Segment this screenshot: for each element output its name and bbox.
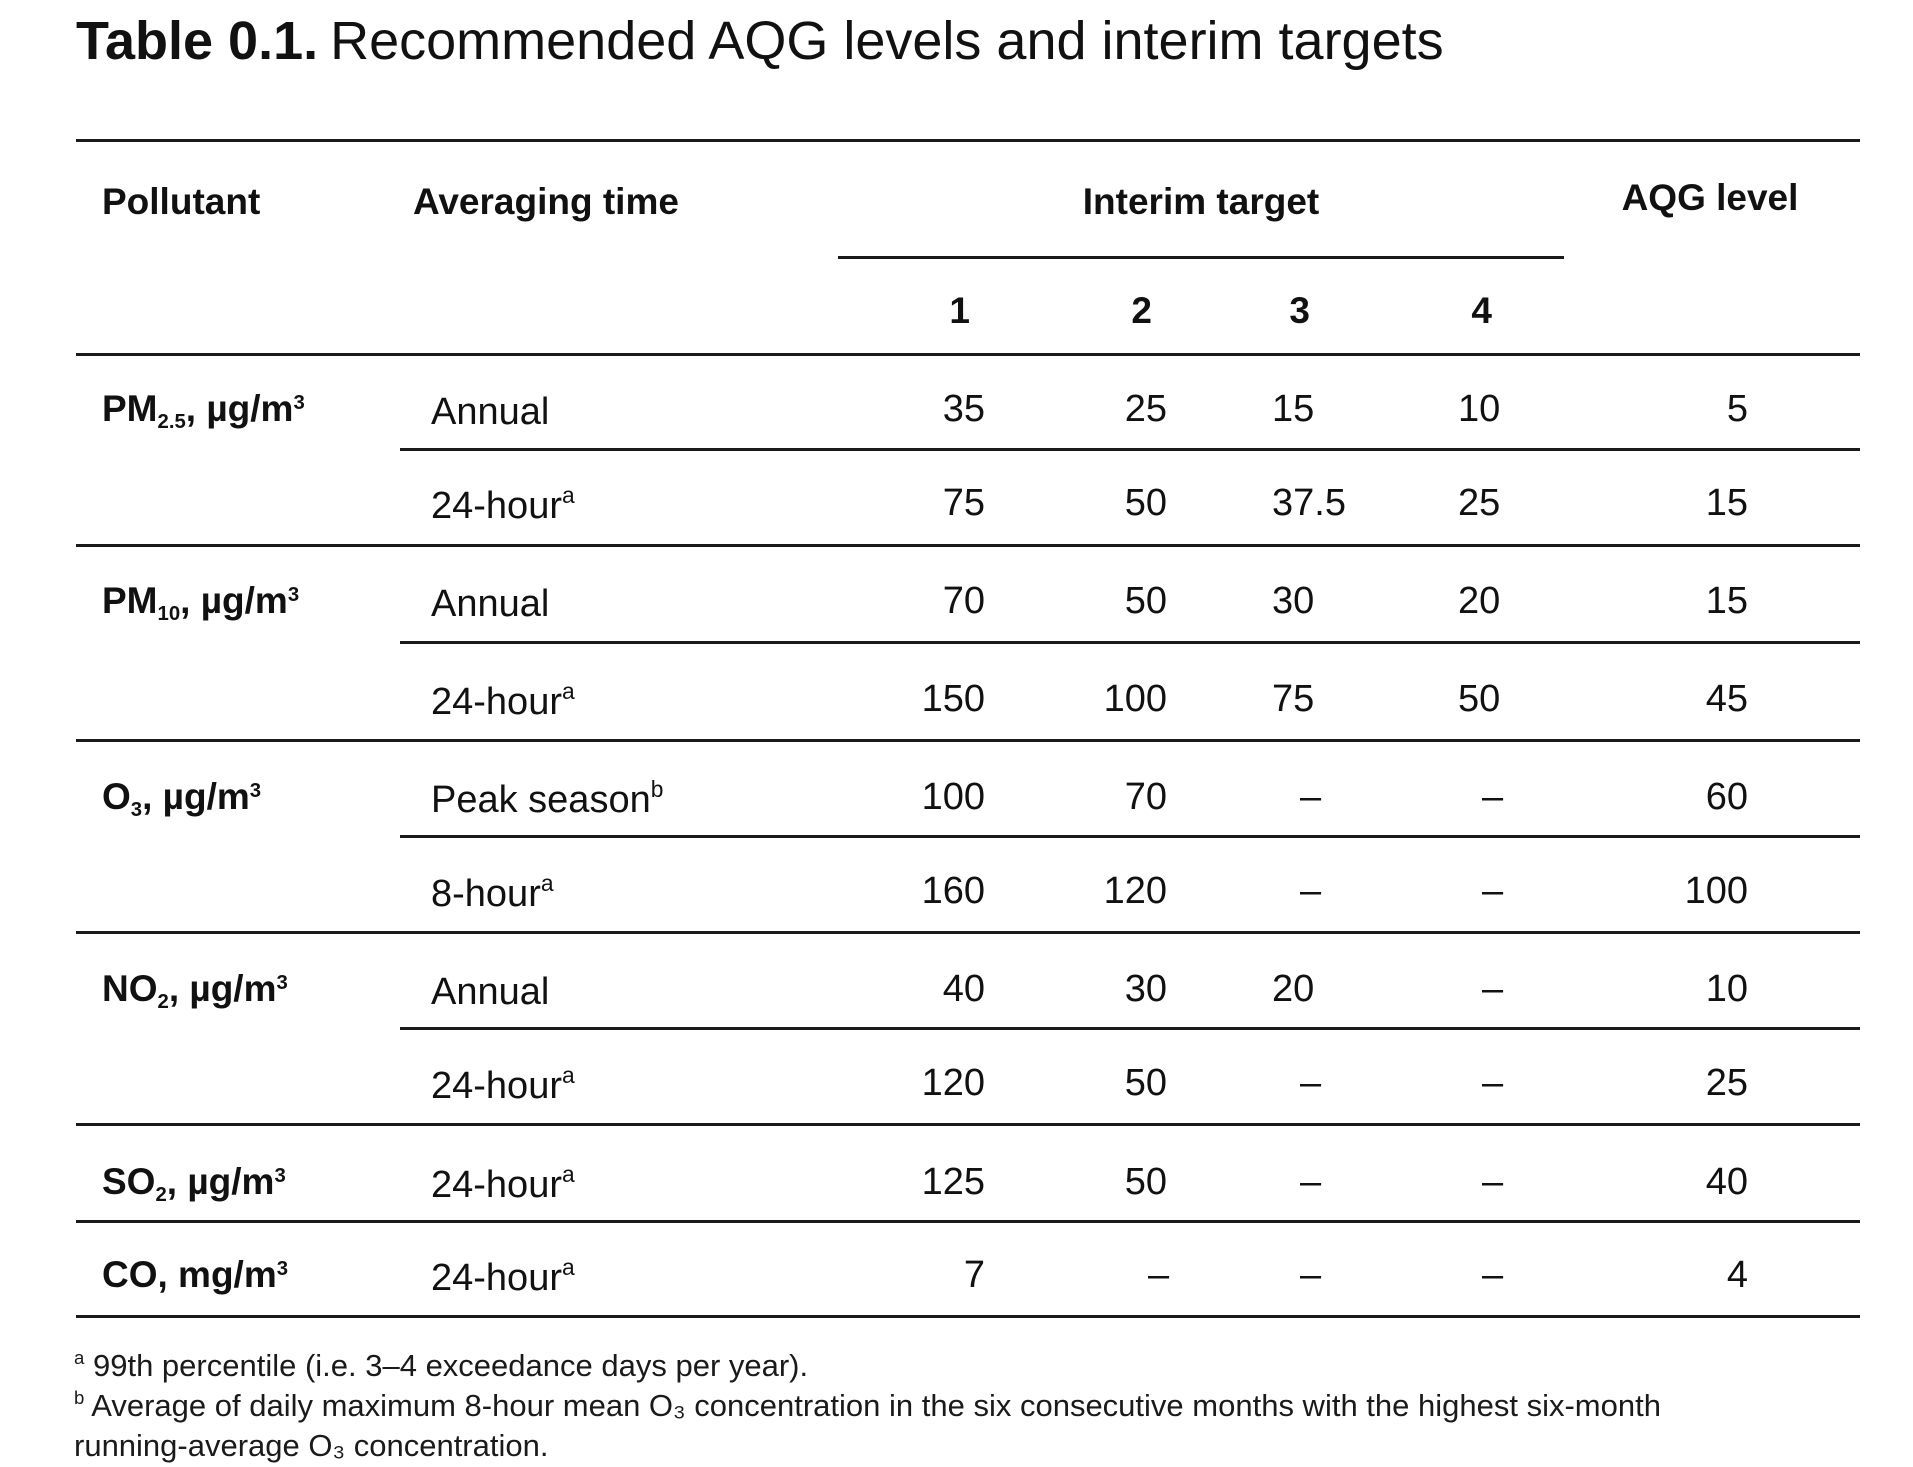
interim-1-cell: 7 [963,1254,985,1296]
header-interim-3: 3 [1289,290,1310,331]
interim-1-cell: 150 [921,678,985,720]
averaging-time-cell: 24-houra [431,1062,575,1107]
table-number: Table 0.1. [76,11,319,71]
table-title: Table 0.1. Recommended AQG levels and int… [76,10,1444,72]
pollutant-label: SO2, µg/m3 [102,1161,286,1207]
interim-1-cell: 40 [942,968,985,1010]
row-divider [400,835,1860,838]
interim-3-cell: 37.5 [1272,482,1346,524]
aqg-level-cell: 4 [1726,1254,1748,1296]
interim-4-cell: 20 [1458,580,1501,622]
header-interim-4: 4 [1471,290,1492,331]
interim-3-cell: 20 [1272,968,1315,1010]
averaging-time-cell: Peak seasonb [431,776,664,821]
aqg-level-cell: 25 [1705,1062,1748,1104]
aqg-level-cell: 100 [1684,870,1748,912]
interim-4-cell: 10 [1458,388,1501,430]
averaging-time-cell: Annual [431,582,550,625]
averaging-time-cell: 8-houra [431,870,554,915]
interim-1-cell: 75 [942,482,985,524]
aqg-level-cell: 5 [1726,388,1748,430]
top-rule [76,139,1860,142]
interim-2-cell: 50 [1124,580,1167,622]
header-aqg-level: AQG level [1621,177,1799,218]
group-divider [76,1123,1860,1126]
interim-2-cell: 120 [1103,870,1167,912]
averaging-time-cell: Annual [431,970,550,1013]
table-caption: Recommended AQG levels and interim targe… [330,11,1444,71]
interim-1-cell: 160 [921,870,985,912]
pollutant-label: O3, µg/m3 [102,776,262,822]
group-divider [76,544,1860,547]
interim-3-cell: 15 [1272,388,1315,430]
interim-2-cell: 30 [1124,968,1167,1010]
interim-4-cell: – [1482,776,1504,818]
pollutant-label: NO2, µg/m3 [102,968,288,1014]
averaging-time-cell: 24-houra [431,678,575,723]
interim-2-cell: 70 [1124,776,1167,818]
aqg-level-cell: 10 [1705,968,1748,1010]
interim-2-cell: 50 [1124,1161,1167,1203]
interim-2-cell: – [1148,1254,1170,1296]
header-bottom-rule [76,353,1860,356]
pollutant-label: PM10, µg/m3 [102,580,300,626]
header-pollutant: Pollutant [102,181,261,222]
group-divider [76,739,1860,742]
interim-2-cell: 50 [1124,1062,1167,1104]
aqg-level-cell: 15 [1705,482,1748,524]
group-divider [76,1220,1860,1223]
header-averaging-time: Averaging time [413,181,679,222]
interim-1-cell: 125 [921,1161,985,1203]
interim-4-cell: 50 [1458,678,1501,720]
interim-3-cell: 30 [1272,580,1315,622]
averaging-time-cell: 24-houra [431,482,575,527]
interim-4-cell: – [1482,1161,1504,1203]
interim-3-cell: – [1300,1254,1322,1296]
pollutant-label: CO, mg/m3 [102,1254,289,1295]
aqg-level-cell: 60 [1705,776,1748,818]
header-interim-target: Interim target [1082,181,1320,222]
interim-2-cell: 25 [1124,388,1167,430]
interim-4-cell: – [1482,968,1504,1010]
interim-2-cell: 100 [1103,678,1167,720]
averaging-time-cell: Annual [431,390,550,433]
interim-1-cell: 100 [921,776,985,818]
header-interim-1: 1 [949,290,970,331]
header-interim-2: 2 [1131,290,1152,331]
averaging-time-cell: 24-houra [431,1161,575,1206]
aqg-level-cell: 45 [1705,678,1748,720]
interim-1-cell: 120 [921,1062,985,1104]
group-divider [76,931,1860,934]
interim-4-cell: – [1482,870,1504,912]
row-divider [400,448,1860,451]
interim-3-cell: – [1300,776,1322,818]
interim-3-cell: – [1300,1161,1322,1203]
interim-2-cell: 50 [1124,482,1167,524]
interim-3-cell: 75 [1272,678,1315,720]
bottom-rule [76,1315,1860,1318]
interim-target-rule [838,256,1564,259]
interim-4-cell: 25 [1458,482,1501,524]
row-divider [400,1027,1860,1030]
averaging-time-cell: 24-houra [431,1254,575,1299]
row-divider [400,641,1860,644]
interim-1-cell: 35 [942,388,985,430]
pollutant-label: PM2.5, µg/m3 [102,388,305,434]
footnote-a: a 99th percentile (i.e. 3–4 exceedance d… [74,1347,809,1384]
aqg-level-cell: 40 [1705,1161,1748,1203]
interim-3-cell: – [1300,870,1322,912]
interim-4-cell: – [1482,1062,1504,1104]
interim-4-cell: – [1482,1254,1504,1296]
interim-3-cell: – [1300,1062,1322,1104]
footnote-b: b Average of daily maximum 8-hour mean O… [74,1387,1661,1464]
interim-1-cell: 70 [942,580,985,622]
aqg-level-cell: 15 [1705,580,1748,622]
